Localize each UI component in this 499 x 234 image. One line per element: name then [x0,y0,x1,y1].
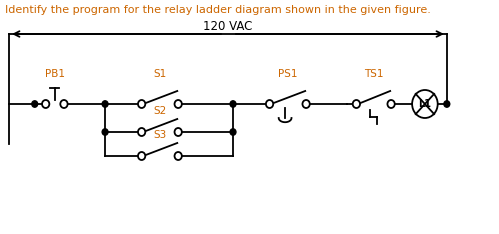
Circle shape [138,100,145,108]
Text: PB1: PB1 [45,69,65,79]
Circle shape [102,101,108,107]
Circle shape [302,100,310,108]
Circle shape [230,101,236,107]
Text: PS1: PS1 [278,69,297,79]
Text: TS1: TS1 [364,69,384,79]
Circle shape [444,101,450,107]
Circle shape [60,100,68,108]
Circle shape [353,100,360,108]
Text: S1: S1 [153,69,167,79]
Text: S3: S3 [153,130,167,140]
Circle shape [175,100,182,108]
Text: Identify the program for the relay ladder diagram shown in the given figure.: Identify the program for the relay ladde… [4,5,431,15]
Circle shape [32,101,37,107]
Circle shape [412,90,438,118]
Circle shape [387,100,395,108]
Circle shape [42,100,49,108]
Circle shape [230,129,236,135]
Circle shape [138,152,145,160]
Circle shape [175,128,182,136]
Circle shape [102,129,108,135]
Circle shape [175,152,182,160]
Text: S2: S2 [153,106,167,116]
Circle shape [138,128,145,136]
Circle shape [266,100,273,108]
Text: 120 VAC: 120 VAC [203,20,252,33]
Text: L1: L1 [418,99,432,109]
